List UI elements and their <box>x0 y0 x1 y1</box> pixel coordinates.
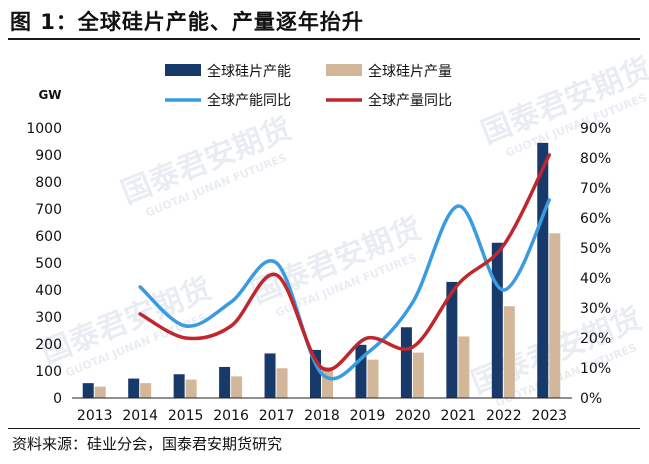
left-axis-tick-label: 100 <box>35 364 62 380</box>
right-axis-tick-label: 40% <box>580 271 611 287</box>
bar-capacity <box>219 366 231 398</box>
bar-output <box>276 368 288 398</box>
right-axis-tick-label: 20% <box>580 331 611 347</box>
left-axis-tick-label: 600 <box>35 229 62 245</box>
right-axis-tick-label: 30% <box>580 301 611 317</box>
line-series-layer <box>138 153 552 381</box>
right-axis-tick-label: 70% <box>580 181 611 197</box>
x-axis-tick-label: 2020 <box>395 408 431 424</box>
bar-output <box>185 379 197 398</box>
left-axis-unit-label: GW <box>38 88 61 102</box>
legend-swatch-output <box>326 64 362 76</box>
bar-capacity <box>264 353 276 398</box>
bar-output <box>412 352 424 398</box>
capacity-yoy-line <box>138 198 552 381</box>
bar-capacity <box>173 374 185 398</box>
figure-title: 图 1：全球硅片产能、产量逐年抬升 <box>10 10 364 34</box>
source-note: 资料来源：硅业分会，国泰君安期货研究 <box>12 435 283 453</box>
bar-output <box>231 376 243 398</box>
bar-output <box>367 359 379 398</box>
left-axis-tick-label: 300 <box>35 310 62 326</box>
left-axis-tick-label: 500 <box>35 256 62 272</box>
bar-output <box>458 336 470 398</box>
bar-capacity <box>446 281 458 398</box>
x-axis-tick-label: 2023 <box>531 408 567 424</box>
bar-capacity <box>355 344 367 398</box>
left-axis-tick-label: 1000 <box>26 121 62 137</box>
bar-series-layer <box>82 142 561 398</box>
left-axis-tick-label: 900 <box>35 148 62 164</box>
right-axis-tick-label: 10% <box>580 361 611 377</box>
bar-output <box>549 233 561 398</box>
bar-capacity <box>128 378 140 398</box>
left-axis-tick-label: 200 <box>35 337 62 353</box>
right-axis-tick-label: 0% <box>580 391 602 407</box>
x-axis-ticks: 2013 2014 2015 2016 2017 2018 2019 2020 2021 2022… <box>77 408 567 424</box>
x-axis-tick-label: 2013 <box>77 408 113 424</box>
x-axis-tick-label: 2014 <box>122 408 158 424</box>
right-axis-tick-label: 60% <box>580 211 611 227</box>
x-axis-tick-label: 2017 <box>259 408 295 424</box>
left-axis-tick-label: 800 <box>35 175 62 191</box>
title-divider <box>8 38 640 40</box>
right-axis-tick-label: 90% <box>580 121 611 137</box>
x-axis-tick-label: 2021 <box>441 408 477 424</box>
left-axis-ticks: 0 100 200 300 400 500 600 700 800 900 1000 <box>26 121 62 407</box>
right-axis-tick-label: 80% <box>580 151 611 167</box>
legend-label-output-yoy: 全球产量同比 <box>368 92 452 109</box>
bar-output <box>503 306 515 398</box>
left-axis-tick-label: 400 <box>35 283 62 299</box>
bar-output <box>94 386 106 398</box>
bar-output <box>322 366 333 398</box>
bar-capacity <box>400 327 412 398</box>
bar-capacity <box>310 349 321 398</box>
bar-capacity <box>537 142 549 398</box>
left-axis-tick-label: 0 <box>53 391 62 407</box>
figure-header: 图 1：全球硅片产能、产量逐年抬升 <box>0 0 649 38</box>
x-axis-tick-label: 2016 <box>213 408 249 424</box>
right-axis-tick-label: 50% <box>580 241 611 257</box>
legend-label-capacity: 全球硅片产能 <box>207 63 291 80</box>
x-axis-tick-label: 2018 <box>304 408 340 424</box>
x-axis-tick-label: 2019 <box>350 408 386 424</box>
footer-divider <box>8 428 640 429</box>
left-axis-tick-label: 700 <box>35 202 62 218</box>
bar-capacity <box>82 383 94 398</box>
right-axis-ticks: 0% 10% 20% 30% 40% 50% 60% 70% 80% 90% <box>580 121 611 407</box>
output-yoy-line <box>138 153 552 372</box>
bar-capacity <box>491 242 503 398</box>
legend-label-capacity-yoy: 全球产能同比 <box>207 92 291 109</box>
legend-swatch-capacity <box>165 64 201 76</box>
x-axis-tick-label: 2015 <box>168 408 204 424</box>
x-axis-tick-label: 2022 <box>486 408 522 424</box>
legend-label-output: 全球硅片产量 <box>368 63 452 80</box>
bar-output <box>140 383 152 398</box>
